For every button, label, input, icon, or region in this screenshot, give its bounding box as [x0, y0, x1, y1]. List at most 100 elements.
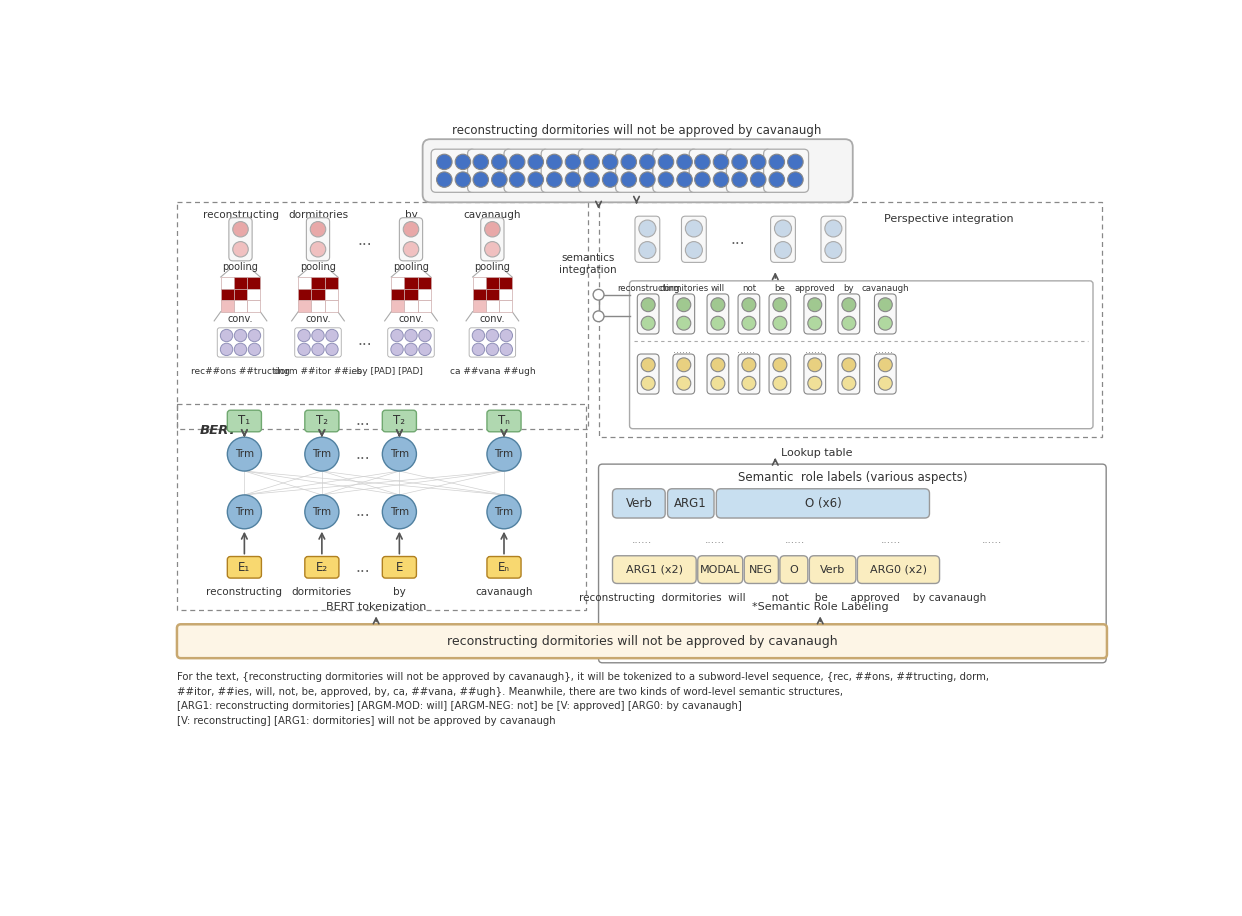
Circle shape: [546, 154, 563, 169]
Text: not: not: [741, 284, 756, 293]
Circle shape: [310, 222, 325, 237]
Text: ...: ...: [355, 505, 370, 519]
Text: O (x6): O (x6): [805, 496, 841, 510]
Bar: [473, 300, 486, 311]
Circle shape: [807, 298, 822, 311]
Circle shape: [677, 154, 692, 169]
Circle shape: [312, 330, 324, 342]
FancyBboxPatch shape: [727, 149, 771, 192]
Circle shape: [501, 344, 513, 355]
Circle shape: [825, 242, 842, 258]
FancyBboxPatch shape: [504, 149, 549, 192]
Circle shape: [473, 172, 488, 187]
FancyBboxPatch shape: [804, 354, 826, 394]
Circle shape: [807, 376, 822, 390]
Text: will: will: [710, 284, 725, 293]
FancyBboxPatch shape: [769, 354, 791, 394]
Text: E: E: [396, 561, 404, 573]
Circle shape: [492, 172, 507, 187]
Circle shape: [638, 220, 656, 237]
FancyBboxPatch shape: [738, 354, 760, 394]
Text: cavanaugh: cavanaugh: [476, 587, 533, 597]
Text: Verb: Verb: [820, 564, 846, 574]
Text: Trm: Trm: [494, 449, 513, 459]
Bar: [486, 277, 499, 289]
FancyBboxPatch shape: [682, 216, 707, 262]
Text: pooling: pooling: [222, 262, 258, 272]
Text: ......: ......: [982, 535, 1002, 545]
Text: Verb: Verb: [626, 496, 652, 510]
Circle shape: [641, 376, 655, 390]
Circle shape: [383, 437, 416, 471]
Bar: [499, 300, 512, 311]
Bar: [221, 289, 233, 300]
Circle shape: [419, 330, 431, 342]
Circle shape: [677, 298, 691, 311]
Circle shape: [602, 172, 619, 187]
Text: ......: ......: [632, 535, 652, 545]
Circle shape: [825, 220, 842, 237]
Text: reconstructing dormitories will not be approved by cavanaugh: reconstructing dormitories will not be a…: [452, 125, 821, 137]
Circle shape: [528, 154, 544, 169]
Bar: [473, 277, 486, 289]
Circle shape: [487, 437, 522, 471]
Circle shape: [677, 358, 691, 372]
Circle shape: [472, 344, 484, 355]
Text: ...: ...: [355, 447, 370, 462]
Circle shape: [658, 172, 673, 187]
Text: reconstructing: reconstructing: [206, 587, 282, 597]
Circle shape: [509, 172, 525, 187]
Bar: [247, 289, 261, 300]
Text: conv.: conv.: [306, 314, 330, 324]
Circle shape: [472, 330, 484, 342]
Circle shape: [750, 172, 766, 187]
FancyBboxPatch shape: [400, 218, 422, 261]
Text: Eₙ: Eₙ: [498, 561, 510, 573]
Bar: [609, 483, 1097, 524]
Text: by: by: [843, 284, 854, 293]
Circle shape: [807, 316, 822, 330]
Text: T₂: T₂: [315, 415, 328, 428]
Circle shape: [584, 172, 600, 187]
Circle shape: [298, 330, 310, 342]
Bar: [405, 300, 417, 311]
FancyBboxPatch shape: [653, 149, 698, 192]
Text: ARG0 (x2): ARG0 (x2): [869, 564, 927, 574]
Circle shape: [769, 172, 785, 187]
Bar: [233, 289, 247, 300]
Bar: [391, 289, 405, 300]
FancyBboxPatch shape: [689, 149, 734, 192]
Circle shape: [773, 298, 787, 311]
Circle shape: [310, 242, 325, 257]
Circle shape: [492, 154, 507, 169]
Bar: [233, 277, 247, 289]
FancyBboxPatch shape: [304, 410, 339, 431]
Text: dormitories: dormitories: [288, 211, 348, 221]
Text: Trm: Trm: [312, 449, 332, 459]
FancyBboxPatch shape: [810, 556, 856, 583]
Bar: [324, 277, 338, 289]
FancyBboxPatch shape: [637, 354, 660, 394]
Text: [ARG1: reconstructing dormitories] [ARGM-MOD: will] [ARGM-NEG: not] be [V: appro: [ARG1: reconstructing dormitories] [ARGM…: [176, 702, 741, 712]
Text: T₁: T₁: [238, 415, 251, 428]
Text: dormitories: dormitories: [292, 587, 351, 597]
Circle shape: [658, 154, 673, 169]
Circle shape: [405, 344, 417, 355]
Text: Perspective integration: Perspective integration: [884, 214, 1013, 224]
Text: rec##ons ##tructing: rec##ons ##tructing: [191, 367, 289, 376]
FancyBboxPatch shape: [383, 410, 416, 431]
FancyBboxPatch shape: [838, 294, 859, 334]
FancyBboxPatch shape: [467, 149, 513, 192]
Circle shape: [842, 316, 856, 330]
FancyBboxPatch shape: [637, 294, 660, 334]
Text: pooling: pooling: [392, 262, 428, 272]
Circle shape: [710, 358, 725, 372]
Circle shape: [842, 358, 856, 372]
Circle shape: [455, 172, 471, 187]
Text: reconstructing: reconstructing: [202, 211, 278, 221]
Circle shape: [391, 344, 404, 355]
Bar: [499, 289, 512, 300]
Text: ARG1 (x2): ARG1 (x2): [626, 564, 683, 574]
FancyBboxPatch shape: [487, 557, 522, 578]
FancyBboxPatch shape: [874, 294, 897, 334]
